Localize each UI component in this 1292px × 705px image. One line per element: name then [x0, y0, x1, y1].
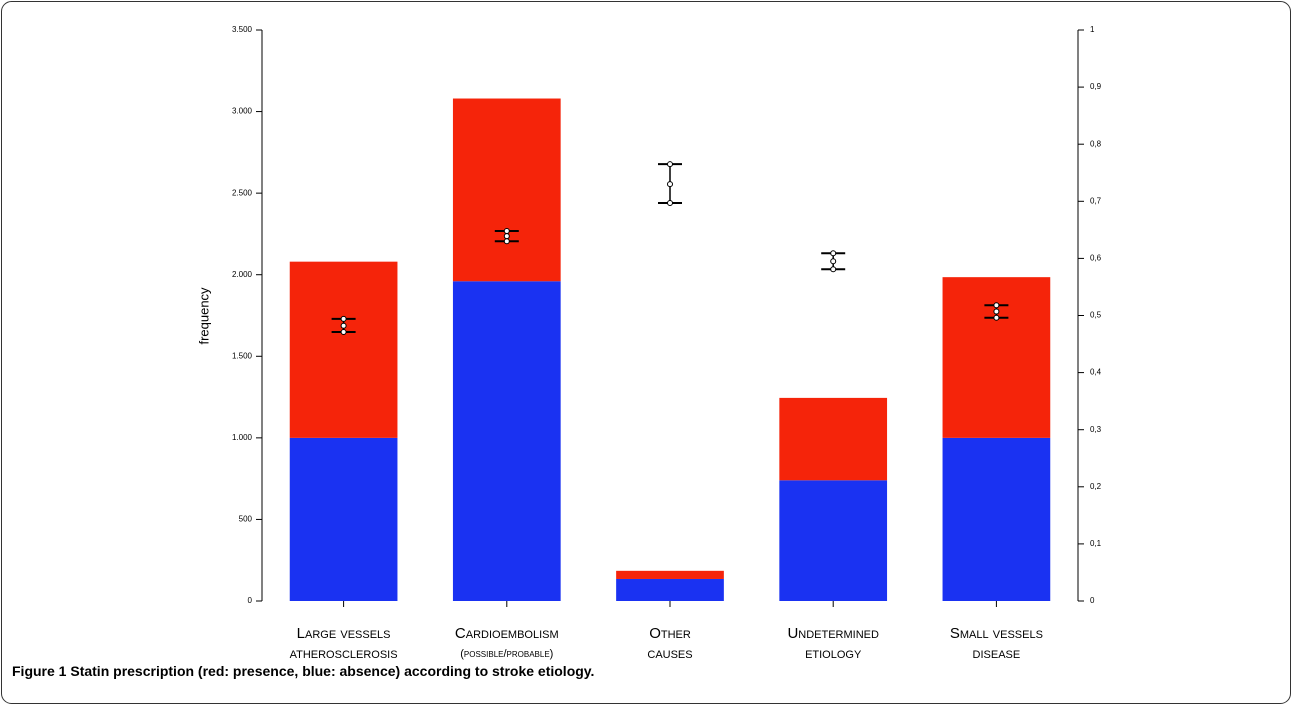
- error-point: [503, 233, 510, 240]
- bar-segment: [616, 578, 724, 601]
- error-high-point: [340, 315, 347, 322]
- bar-segment: [616, 570, 724, 579]
- error-low-point: [340, 329, 347, 336]
- y-tick-label: 1.500: [232, 351, 253, 360]
- x-tick-label: atherosclerosis: [290, 645, 398, 662]
- bar-segment: [289, 437, 398, 601]
- y2-tick-label: 0,1: [1090, 539, 1102, 548]
- y2-tick-label: 0,7: [1090, 196, 1102, 205]
- bar-segment: [452, 98, 561, 282]
- y-tick-label: 2.500: [232, 188, 253, 197]
- x-tick-label: Cardioembolism: [455, 625, 559, 642]
- x-tick-label: Small vessels: [950, 625, 1043, 642]
- y2-tick-label: 0,3: [1090, 425, 1102, 434]
- y2-tick-label: 0,6: [1090, 254, 1102, 263]
- error-low-point: [667, 200, 673, 207]
- error-point: [993, 308, 1000, 315]
- x-tick-label: Large vessels: [297, 625, 391, 642]
- y2-tick-label: 0,8: [1090, 139, 1102, 148]
- y2-tick-label: 0: [1090, 596, 1095, 605]
- error-point: [830, 258, 837, 265]
- bar-segment: [452, 281, 561, 601]
- error-low-point: [830, 266, 837, 273]
- error-point: [340, 322, 347, 329]
- bar-segment: [942, 277, 1051, 438]
- error-high-point: [993, 302, 1000, 309]
- x-tick-label: Undetermined: [787, 625, 879, 642]
- error-high-point: [667, 161, 673, 168]
- x-tick-label: causes: [647, 645, 692, 662]
- y2-tick-label: 0,9: [1090, 82, 1102, 91]
- y2-tick-label: 0,4: [1090, 368, 1102, 377]
- x-tick-label: (possible/probable): [460, 648, 553, 660]
- error-low-point: [993, 314, 1000, 321]
- bar-segment: [779, 480, 888, 601]
- bar-segment: [942, 437, 1051, 601]
- bar-segment: [289, 261, 398, 438]
- error-low-point: [503, 238, 510, 245]
- y-tick-label: 500: [239, 515, 253, 524]
- caption: Figure 1 Statin prescription (red: prese…: [12, 663, 594, 679]
- x-tick-label: Other: [649, 625, 691, 642]
- error-point: [667, 181, 673, 188]
- x-tick-label: disease: [973, 645, 1021, 662]
- y-tick-label: 0: [248, 596, 253, 605]
- caption-label: Figure 1: [12, 663, 67, 679]
- caption-text: Statin prescription (red: presence, blue…: [70, 663, 594, 679]
- bar-segment: [779, 397, 888, 481]
- y-tick-label: 1.000: [232, 433, 253, 442]
- y-tick-label: 2.000: [232, 270, 253, 279]
- x-tick-label: etiology: [805, 645, 862, 662]
- y-tick-label: 3.000: [232, 107, 253, 116]
- y2-tick-label: 0,5: [1090, 311, 1102, 320]
- y-axis-label: frequency: [196, 287, 211, 345]
- error-high-point: [830, 250, 837, 257]
- y2-tick-label: 0,2: [1090, 482, 1102, 491]
- y2-tick-label: 1: [1090, 25, 1095, 34]
- y-tick-label: 3.500: [232, 25, 253, 34]
- error-high-point: [503, 227, 510, 234]
